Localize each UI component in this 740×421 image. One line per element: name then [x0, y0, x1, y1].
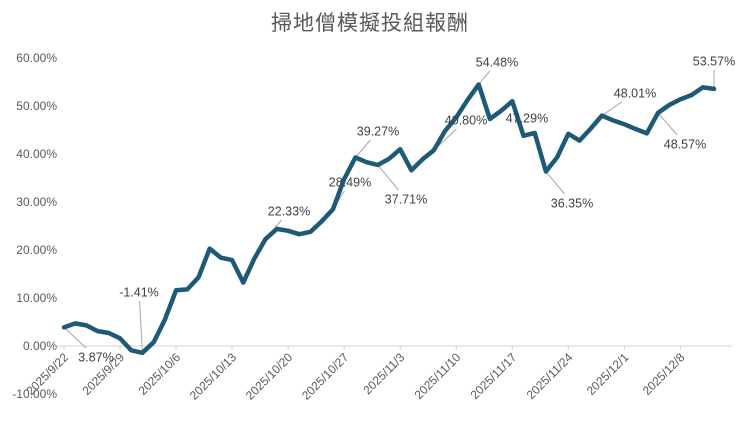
x-axis-ticks [63, 346, 681, 350]
data-point-label: 3.87% [78, 351, 113, 365]
data-point-label: 28.49% [329, 176, 371, 190]
y-axis-tick-label: 40.00% [16, 147, 57, 161]
chart-title: 掃地僧模擬投組報酬 [271, 12, 469, 35]
y-axis-tick-label: 20.00% [16, 243, 57, 257]
annotation-leader-line [377, 164, 399, 191]
annotation-leader-line [63, 327, 87, 349]
data-point-label: 39.27% [357, 125, 399, 139]
annotation-leader-line [478, 70, 491, 85]
y-axis-tick-label: -10.00% [12, 387, 57, 401]
x-axis-tick-label: 2025/10/6 [136, 350, 184, 398]
data-series-line [61, 82, 717, 356]
y-axis-tick-label: 30.00% [16, 195, 57, 209]
annotation-leader-lines [63, 70, 715, 353]
x-axis-tick-label: 2025/10/27 [299, 350, 352, 403]
data-point-label: 47.29% [506, 112, 548, 126]
x-axis-tick-label: 2025/10/20 [243, 350, 296, 403]
x-axis-tick-label: 2025/12/1 [584, 350, 632, 398]
annotation-leader-line [601, 101, 623, 116]
x-axis-tick-label: 2025/11/10 [412, 350, 464, 402]
x-axis-labels: 2025/9/22 2025/9/29 2025/10/6 2025/10/13 202… [23, 350, 687, 403]
data-point-label: 40.80% [445, 114, 487, 128]
x-axis-tick-label: 2025/10/13 [187, 350, 240, 403]
data-point-label: 54.48% [476, 56, 518, 70]
data-point-label: 53.57% [693, 55, 735, 69]
data-point-label: 36.35% [551, 197, 593, 211]
x-axis-tick-label: 2025/12/8 [640, 350, 688, 398]
annotation-leader-line [657, 112, 678, 136]
y-axis-labels: 60.00% 50.00% 40.00% 30.00% 20.00% 10.00% 0.00… [12, 51, 57, 401]
data-point-label: -1.41% [119, 286, 159, 300]
data-point-label: 48.57% [664, 138, 706, 152]
annotation-leader-line [139, 300, 143, 353]
x-axis-tick-label: 2025/11/17 [468, 350, 520, 402]
annotation-leader-line [545, 171, 565, 195]
data-labels: 3.87% -1.41% 22.33% 28.49% 39.27% 37.71% 40.80… [78, 55, 735, 365]
y-axis-tick-label: 0.00% [23, 339, 57, 353]
data-point-label: 22.33% [268, 205, 310, 219]
y-axis-tick-label: 50.00% [16, 99, 57, 113]
data-point-label: 48.01% [614, 87, 656, 101]
y-axis-tick-label: 10.00% [16, 291, 57, 305]
y-axis-tick-label: 60.00% [16, 51, 57, 65]
data-point-label: 37.71% [385, 193, 427, 207]
x-axis-tick-label: 2025/11/24 [524, 350, 576, 402]
x-axis-tick-label: 2025/11/3 [360, 350, 407, 397]
annotation-leader-line [354, 139, 371, 158]
